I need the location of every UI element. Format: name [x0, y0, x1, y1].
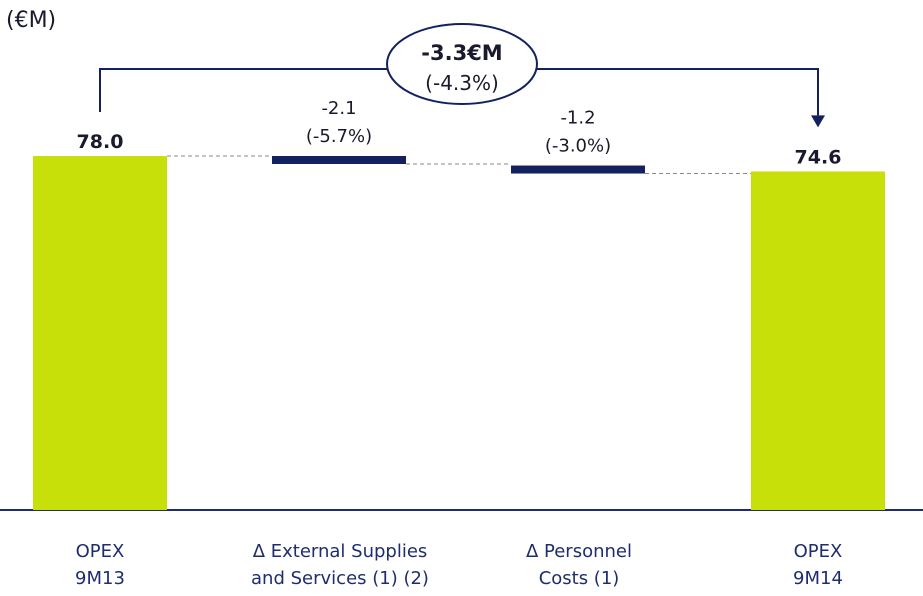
category-label-opex-9m14: OPEX 9M14 — [708, 538, 923, 592]
data-label-percent: (-3.0%) — [545, 136, 611, 157]
category-label-personnel-costs: Δ Personnel Costs (1) — [469, 538, 689, 592]
category-label-line: and Services (1) (2) — [251, 568, 429, 589]
category-label-line: Δ Personnel — [525, 541, 632, 562]
data-label-value: -2.1 — [321, 98, 356, 119]
total-change-arrowhead — [811, 115, 825, 128]
total-change-value: -3.3€M — [421, 41, 502, 65]
data-label-value: -1.2 — [560, 108, 595, 129]
category-label-external-supplies: Δ External Supplies and Services (1) (2) — [230, 538, 450, 592]
total-change-percent: (-4.3%) — [425, 71, 499, 95]
data-label-percent: (-5.7%) — [306, 126, 372, 147]
category-label-line: 9M13 — [75, 568, 125, 589]
total-bar — [33, 156, 167, 510]
total-bar — [751, 171, 885, 510]
data-label: 74.6 — [795, 146, 842, 168]
data-label: 78.0 — [77, 131, 124, 153]
category-label-line: OPEX — [793, 541, 843, 562]
delta-bar — [272, 156, 406, 164]
total-change-callout — [386, 23, 538, 105]
category-label-opex-9m13: OPEX 9M13 — [0, 538, 210, 592]
category-label-line: OPEX — [75, 541, 125, 562]
category-label-line: 9M14 — [793, 568, 843, 589]
category-label-line: Δ External Supplies — [252, 541, 428, 562]
unit-label: (€M) — [6, 8, 57, 33]
delta-bar — [511, 165, 645, 174]
category-label-line: Costs (1) — [538, 568, 620, 589]
